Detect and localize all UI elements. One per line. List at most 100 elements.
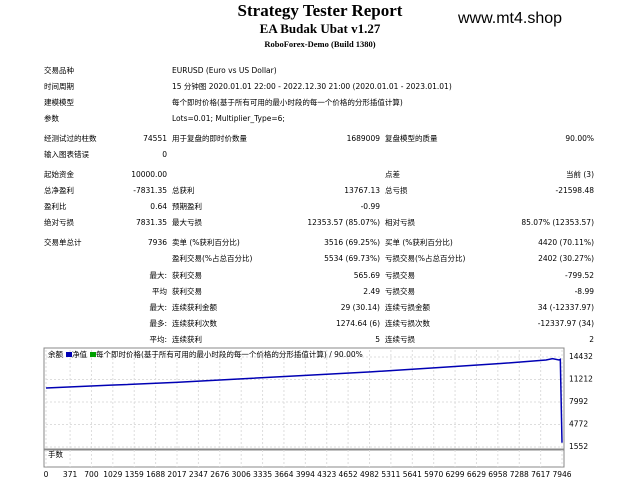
y-tick-label: 4772 [569,420,588,429]
title: Strategy Tester Report [238,1,403,20]
y-tick-label: 14432 [569,352,593,361]
field-value: 7936 [148,238,167,247]
field-value: 7831.35 [136,218,167,227]
field-value: 85.07% (12353.57) [521,218,594,227]
field-value: Lots=0.01; Multiplier_Type=6; [172,114,285,123]
field-value: -12337.97 (34) [538,319,594,328]
x-tick-label: 3664 [274,470,293,479]
field-label: 亏损交易 [385,286,415,296]
field-label: 经测试过的柱数 [44,133,97,143]
x-tick-label: 3335 [253,470,272,479]
field-label: 最多: [149,318,167,328]
field-label: 交易单总计 [44,237,82,247]
subtitle: EA Budak Ubat v1.27 [260,21,381,36]
field-label: 时间周期 [44,81,74,91]
x-tick-label: 5311 [381,470,400,479]
x-tick-label: 7946 [552,470,571,479]
x-tick-label: 4982 [360,470,379,479]
field-value: 0.64 [150,202,167,211]
volume-frame [43,449,565,468]
field-label: 最大: [149,270,167,280]
field-label: 绝对亏损 [44,217,74,227]
field-label: 建模模型 [44,97,74,107]
field-value: -799.52 [565,271,594,280]
field-label: 预期盈利 [172,201,202,211]
field-value: 每个即时价格(基于所有可用的最小时段的每一个价格的分形插值计算) [172,97,403,107]
x-tick-label: 1688 [146,470,165,479]
field-label: 总净盈利 [44,185,74,195]
field-label: 用于复盘的即时价数量 [172,133,247,143]
field-value: -7831.35 [133,186,167,195]
x-tick-label: 6958 [488,470,507,479]
field-value: 4420 (70.11%) [538,238,594,247]
field-value: 当前 (3) [566,169,594,179]
field-label: 买单 (%获利百分比) [385,237,453,247]
x-tick-label: 6629 [467,470,486,479]
field-label: 获利交易 [172,270,202,280]
field-value: 74551 [143,134,167,143]
field-label: 连续获利金额 [172,302,217,312]
field-label: 起始资金 [44,169,74,179]
legend-swatch [90,352,96,357]
field-value: 3516 (69.25%) [324,238,380,247]
legend-swatch [66,352,72,357]
x-tick-label: 1359 [125,470,144,479]
field-value: 15 分钟图 2020.01.01 22:00 - 2022.12.30 21:… [172,81,452,91]
field-label: 盈利交易(%占总百分比) [172,253,253,263]
legend-text: 净值 [72,349,87,359]
graph-frame [43,347,565,450]
field-value: EURUSD (Euro vs US Dollar) [172,66,277,75]
field-label: 复盘模型的质量 [385,133,438,143]
field-label: 卖单 (%获利百分比) [172,237,240,247]
y-tick-label: 1552 [569,442,588,451]
field-label: 连续获利次数 [172,318,217,328]
field-label: 交易品种 [44,65,74,75]
x-tick-label: 5641 [403,470,422,479]
field-value: 1274.64 (6) [336,319,380,328]
field-label: 最大: [149,302,167,312]
field-value: 1689009 [347,134,381,143]
x-tick-label: 4652 [339,470,358,479]
x-tick-label: 2017 [167,470,186,479]
field-value: 5 [375,335,380,344]
field-value: -8.99 [575,287,595,296]
field-value: 90.00% [565,134,594,143]
field-label: 亏损交易 [385,270,415,280]
y-tick-label: 7992 [569,397,588,406]
y-tick-label: 11212 [569,375,593,384]
x-tick-label: 4323 [317,470,336,479]
field-label: 连续获利 [172,334,202,344]
watermark: www.mt4.shop [457,10,562,27]
server: RoboForex-Demo (Build 1380) [264,39,375,49]
x-tick-label: 6299 [445,470,464,479]
field-value: 12353.57 (85.07%) [307,218,380,227]
field-value: 2.49 [363,287,380,296]
x-tick-label: 3994 [296,470,315,479]
x-tick-label: 1029 [103,470,122,479]
legend-text: 每个即时价格(基于所有可用的最小时段的每一个价格的分形插值计算) / 90.00… [96,349,363,359]
field-label: 连续亏损次数 [385,318,430,328]
x-tick-label: 7288 [510,470,529,479]
x-tick-label: 5970 [424,470,443,479]
field-label: 参数 [44,113,59,123]
field-label: 平均 [152,286,167,296]
field-value: 0 [162,150,167,159]
field-label: 点差 [385,169,400,179]
field-value: 34 (-12337.97) [538,303,594,312]
field-value: 2 [589,335,594,344]
volume-label: 手数 [48,449,63,459]
field-value: 13767.13 [344,186,380,195]
x-tick-label: 700 [84,470,99,479]
field-label: 总获利 [172,185,195,195]
x-tick-label: 7617 [531,470,550,479]
field-value: -0.99 [361,202,381,211]
field-label: 输入图表错误 [44,149,89,159]
field-label: 总亏损 [385,185,408,195]
field-label: 连续亏损金额 [385,302,430,312]
field-value: 2402 (30.27%) [538,254,594,263]
field-label: 最大亏损 [172,217,202,227]
legend-text: 余额 [48,349,63,359]
field-value: 10000.00 [131,170,167,179]
